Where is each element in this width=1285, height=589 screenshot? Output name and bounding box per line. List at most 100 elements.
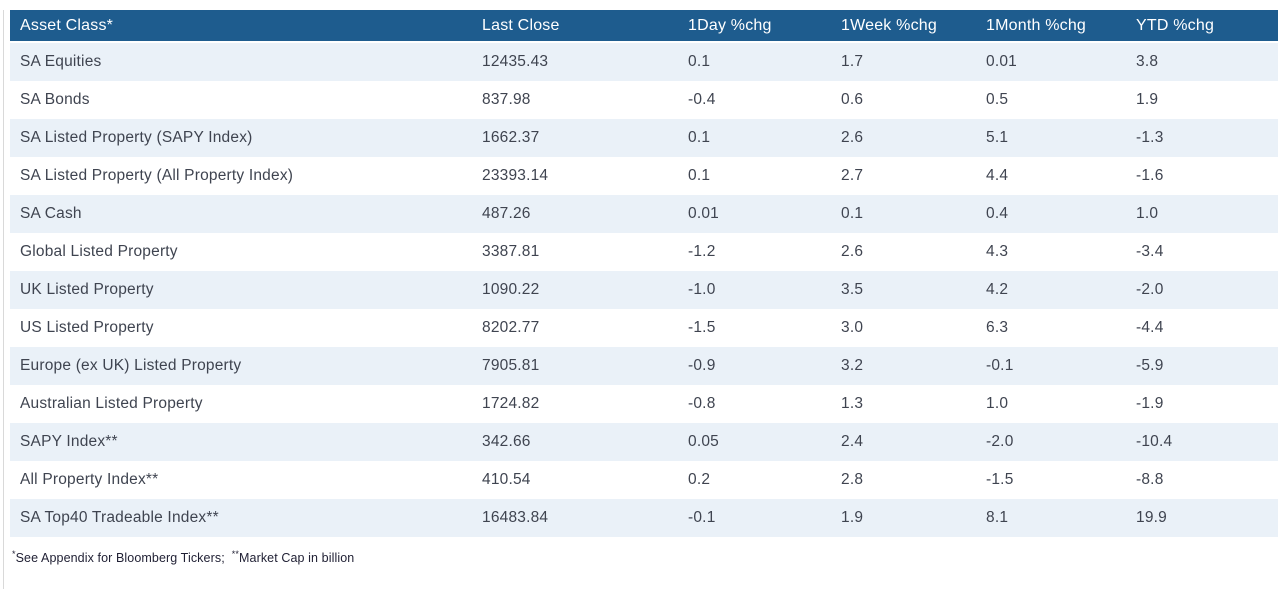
cell-last-close: 1090.22 — [482, 281, 540, 298]
cell-last-close: 7905.81 — [482, 357, 540, 374]
cell-1week-chg: 2.6 — [841, 243, 864, 260]
cell-1week-chg: 3.0 — [841, 319, 864, 336]
cell-1day-chg: 0.1 — [688, 167, 711, 184]
cell-1week-chg: 2.4 — [841, 433, 864, 450]
cell-1week-chg: 3.2 — [841, 357, 864, 374]
cell-1day-chg: 0.05 — [688, 433, 719, 450]
table-row: SA Listed Property (All Property Index) 2… — [10, 157, 1278, 195]
cell-1day-chg: -0.9 — [688, 357, 716, 374]
cell-last-close: 8202.77 — [482, 319, 540, 336]
table-row: SA Bonds 837.98 -0.4 0.6 0.5 1.9 — [10, 81, 1278, 119]
cell-1day-chg: 0.1 — [688, 53, 711, 70]
cell-1week-chg: 2.7 — [841, 167, 864, 184]
column-header-ytd-chg: YTD %chg — [1126, 10, 1278, 43]
cell-last-close: 12435.43 — [482, 53, 549, 70]
table-row: All Property Index** 410.54 0.2 2.8 -1.5 -8.8 — [10, 461, 1278, 499]
footnote-text-marketcap: Market Cap in billion — [239, 551, 355, 565]
cell-ytd-chg: -10.4 — [1136, 433, 1173, 450]
cell-asset-class: SAPY Index** — [20, 433, 118, 450]
table-body: SA Equities 12435.43 0.1 1.7 0.01 3.8 SA Bonds… — [10, 43, 1278, 537]
cell-1month-chg: 4.3 — [986, 243, 1009, 260]
page-left-border — [3, 10, 4, 589]
cell-last-close: 3387.81 — [482, 243, 540, 260]
cell-last-close: 1662.37 — [482, 129, 540, 146]
cell-ytd-chg: -2.0 — [1136, 281, 1164, 298]
cell-1month-chg: 8.1 — [986, 509, 1009, 526]
cell-ytd-chg: -4.4 — [1136, 319, 1164, 336]
column-header-1month-chg: 1Month %chg — [976, 10, 1126, 43]
cell-1week-chg: 2.8 — [841, 471, 864, 488]
cell-asset-class: Australian Listed Property — [20, 395, 203, 412]
cell-1day-chg: -1.5 — [688, 319, 716, 336]
cell-1day-chg: 0.2 — [688, 471, 711, 488]
footnote-text-tickers: See Appendix for Bloomberg Tickers; — [15, 551, 225, 565]
table-row: US Listed Property 8202.77 -1.5 3.0 6.3 -4.4 — [10, 309, 1278, 347]
footnote-asterisk-single: * — [12, 548, 16, 559]
table-row: SAPY Index** 342.66 0.05 2.4 -2.0 -10.4 — [10, 423, 1278, 461]
cell-asset-class: Europe (ex UK) Listed Property — [20, 357, 242, 374]
cell-asset-class: All Property Index** — [20, 471, 159, 488]
cell-asset-class: SA Listed Property (SAPY Index) — [20, 129, 253, 146]
cell-asset-class: SA Equities — [20, 53, 102, 70]
column-header-1day-chg: 1Day %chg — [678, 10, 831, 43]
cell-ytd-chg: 1.0 — [1136, 205, 1159, 222]
cell-ytd-chg: 19.9 — [1136, 509, 1167, 526]
cell-1month-chg: 0.4 — [986, 205, 1009, 222]
asset-class-performance-table: Asset Class* Last Close 1Day %chg 1Week … — [10, 10, 1278, 537]
cell-1day-chg: -1.0 — [688, 281, 716, 298]
cell-1month-chg: 4.4 — [986, 167, 1009, 184]
cell-asset-class: SA Bonds — [20, 91, 90, 108]
cell-1month-chg: -0.1 — [986, 357, 1014, 374]
cell-1day-chg: -1.2 — [688, 243, 716, 260]
cell-1week-chg: 2.6 — [841, 129, 864, 146]
cell-last-close: 410.54 — [482, 471, 531, 488]
header-row: Asset Class* Last Close 1Day %chg 1Week … — [10, 10, 1278, 43]
cell-1month-chg: 0.5 — [986, 91, 1009, 108]
cell-ytd-chg: -3.4 — [1136, 243, 1164, 260]
cell-1day-chg: 0.1 — [688, 129, 711, 146]
cell-1month-chg: 1.0 — [986, 395, 1009, 412]
cell-asset-class: SA Cash — [20, 205, 82, 222]
cell-asset-class: UK Listed Property — [20, 281, 154, 298]
table-row: SA Top40 Tradeable Index** 16483.84 -0.1 1.… — [10, 499, 1278, 537]
cell-1week-chg: 1.3 — [841, 395, 864, 412]
cell-1month-chg: 4.2 — [986, 281, 1009, 298]
cell-asset-class: SA Listed Property (All Property Index) — [20, 167, 294, 184]
cell-last-close: 16483.84 — [482, 509, 549, 526]
cell-ytd-chg: 3.8 — [1136, 53, 1159, 70]
cell-ytd-chg: -8.8 — [1136, 471, 1164, 488]
cell-asset-class: Global Listed Property — [20, 243, 178, 260]
cell-1month-chg: 0.01 — [986, 53, 1017, 70]
cell-last-close: 837.98 — [482, 91, 531, 108]
cell-1week-chg: 1.7 — [841, 53, 864, 70]
cell-1month-chg: -1.5 — [986, 471, 1014, 488]
table-row: UK Listed Property 1090.22 -1.0 3.5 4.2 -2.0 — [10, 271, 1278, 309]
cell-last-close: 342.66 — [482, 433, 531, 450]
cell-1week-chg: 3.5 — [841, 281, 864, 298]
cell-asset-class: US Listed Property — [20, 319, 154, 336]
cell-1month-chg: 5.1 — [986, 129, 1009, 146]
table-row: SA Equities 12435.43 0.1 1.7 0.01 3.8 — [10, 43, 1278, 81]
footnote: *See Appendix for Bloomberg Tickers; **Ma… — [12, 548, 1285, 565]
cell-ytd-chg: 1.9 — [1136, 91, 1159, 108]
cell-1week-chg: 0.1 — [841, 205, 864, 222]
cell-1month-chg: -2.0 — [986, 433, 1014, 450]
cell-1day-chg: -0.1 — [688, 509, 716, 526]
cell-last-close: 1724.82 — [482, 395, 540, 412]
report-page: Asset Class* Last Close 1Day %chg 1Week … — [0, 10, 1285, 589]
cell-last-close: 487.26 — [482, 205, 531, 222]
column-header-1week-chg: 1Week %chg — [831, 10, 976, 43]
table-row: SA Listed Property (SAPY Index) 1662.37 0.… — [10, 119, 1278, 157]
cell-1day-chg: 0.01 — [688, 205, 719, 222]
cell-ytd-chg: -1.3 — [1136, 129, 1164, 146]
cell-last-close: 23393.14 — [482, 167, 549, 184]
cell-asset-class: SA Top40 Tradeable Index** — [20, 509, 219, 526]
table-row: Europe (ex UK) Listed Property 7905.81 -0.… — [10, 347, 1278, 385]
cell-1week-chg: 1.9 — [841, 509, 864, 526]
cell-1month-chg: 6.3 — [986, 319, 1009, 336]
cell-ytd-chg: -1.9 — [1136, 395, 1164, 412]
cell-1day-chg: -0.8 — [688, 395, 716, 412]
table-row: Global Listed Property 3387.81 -1.2 2.6 4.3 -… — [10, 233, 1278, 271]
cell-1week-chg: 0.6 — [841, 91, 864, 108]
table-row: Australian Listed Property 1724.82 -0.8 1.3… — [10, 385, 1278, 423]
